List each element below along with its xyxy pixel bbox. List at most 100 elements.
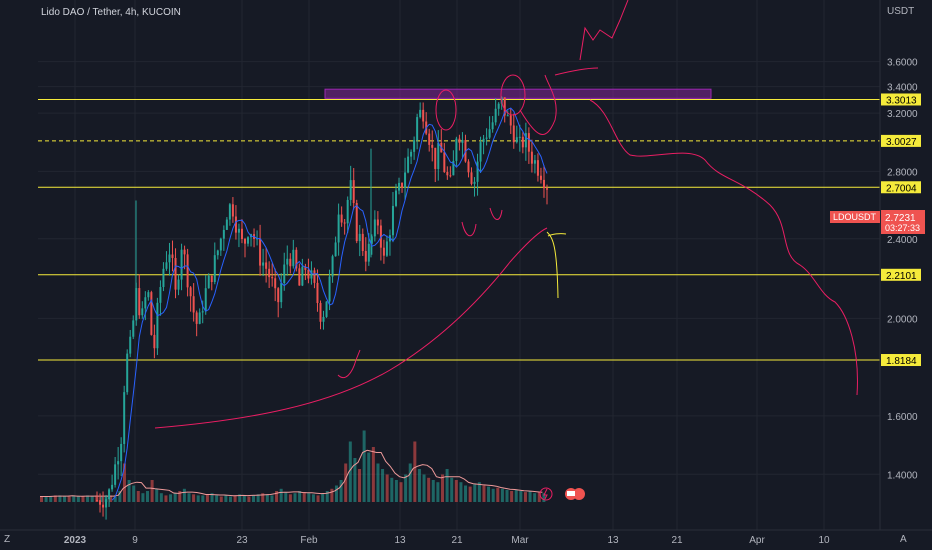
candle-body-76 <box>325 301 328 317</box>
volume-bar-72 <box>371 447 375 502</box>
candle-body-88 <box>361 233 364 252</box>
candle-body-145 <box>533 160 536 164</box>
countdown-text: 03:27:33 <box>885 223 920 233</box>
candle-body-103 <box>407 156 410 173</box>
candle-body-73 <box>316 282 319 303</box>
volume-bar-15 <box>109 495 113 502</box>
time-tick-7: 13 <box>607 535 619 546</box>
volume-bar-2 <box>49 496 53 502</box>
candle-body-38 <box>210 275 213 283</box>
price-axis[interactable]: 3.6000 3.4000 3.2000 2.8000 2.4000 2.0000 1.60… <box>887 58 918 482</box>
volume-bar-47 <box>256 494 260 502</box>
volume-bar-1 <box>44 496 48 502</box>
candle-body-6 <box>114 464 117 485</box>
volume-bar-93 <box>468 486 472 502</box>
candle-body-136 <box>506 115 509 117</box>
lightning-icon[interactable] <box>539 487 553 501</box>
volume-bar-33 <box>192 494 196 502</box>
volume-bar-28 <box>169 494 173 502</box>
candle-body-98 <box>391 205 394 236</box>
volume-bar-20 <box>132 485 136 502</box>
candle-body-90 <box>367 243 370 262</box>
time-tick-5: 21 <box>451 535 463 546</box>
candle-body-80 <box>337 214 340 243</box>
candle-body-106 <box>416 117 419 141</box>
volume-bar-13 <box>99 496 103 502</box>
candle-body-130 <box>488 129 491 138</box>
candle-body-83 <box>346 199 349 224</box>
last-price-tag: 2.7231 03:27:33 <box>881 210 925 234</box>
zoom-icon[interactable]: Z <box>4 534 10 545</box>
volume-bar-95 <box>477 482 481 502</box>
candle-body-102 <box>404 172 407 188</box>
candle-body-101 <box>401 182 404 188</box>
volume-bar-39 <box>219 496 223 502</box>
candle-body-66 <box>295 249 298 269</box>
candle-body-92 <box>373 219 376 237</box>
volume-bar-56 <box>298 491 302 502</box>
auto-scale-button[interactable]: A <box>900 534 907 545</box>
candle-body-117 <box>449 175 452 177</box>
volume-bar-51 <box>275 491 279 502</box>
level-tag-text-2: 2.7004 <box>886 183 917 194</box>
candle-body-111 <box>431 144 434 148</box>
candle-body-41 <box>219 238 222 251</box>
candle-body-62 <box>283 264 286 284</box>
volume-bar-75 <box>385 474 389 502</box>
price-tick-2: 3.2000 <box>887 109 918 120</box>
candle-body-70 <box>307 269 310 279</box>
earnings-flag-icon[interactable] <box>565 488 585 500</box>
candle-body-110 <box>428 133 431 145</box>
volume-bar-57 <box>302 492 306 502</box>
top-circle-1 <box>435 89 457 131</box>
candle-body-104 <box>410 151 413 157</box>
down-path-drawing <box>589 99 858 396</box>
volume-bar-41 <box>228 496 232 502</box>
candle-body-27 <box>177 279 180 290</box>
volume-bar-8 <box>76 496 80 502</box>
volume-bar-99 <box>496 487 500 502</box>
drawing-layer <box>154 0 858 429</box>
volume-bar-91 <box>459 482 463 502</box>
candle-body-58 <box>271 277 274 279</box>
candle-body-121 <box>461 140 464 143</box>
volume-bar-34 <box>196 495 200 502</box>
candle-body-71 <box>310 270 313 279</box>
volume-bar-102 <box>510 491 514 502</box>
candle-body-47 <box>237 228 240 233</box>
volume-bar-7 <box>72 495 76 502</box>
candle-body-141 <box>521 136 524 148</box>
candle-body-21 <box>159 287 162 303</box>
candle-body-84 <box>349 180 352 200</box>
candle-body-137 <box>509 115 512 126</box>
candle-body-12 <box>132 320 135 337</box>
volume-bar-5 <box>63 496 67 502</box>
candle-body-10 <box>126 353 129 393</box>
candle-body-131 <box>491 122 494 130</box>
volume-bar-11 <box>90 496 94 502</box>
candle-body-45 <box>231 204 234 217</box>
candle-body-112 <box>434 147 437 169</box>
candle-body-15 <box>141 308 144 316</box>
candle-body-67 <box>298 268 301 286</box>
candle-body-147 <box>539 175 542 180</box>
level-tag-0 <box>881 93 921 106</box>
price-tick-1: 3.4000 <box>887 83 918 94</box>
candle-body-148 <box>542 179 545 189</box>
volume-bar-108 <box>537 492 541 502</box>
volume-bar-89 <box>450 477 454 502</box>
candle-body-49 <box>243 239 246 244</box>
volume-bar-27 <box>164 495 168 502</box>
candle-body-48 <box>240 228 243 240</box>
volume-bar-53 <box>284 492 288 502</box>
candle-body-56 <box>265 262 268 269</box>
candle-body-18 <box>150 292 153 335</box>
time-axis[interactable]: 2023 9 23 Feb 13 21 Mar 13 21 Apr 10 <box>64 535 830 546</box>
time-tick-4: 13 <box>394 535 406 546</box>
candle-body-54 <box>259 238 262 266</box>
candle-body-3 <box>105 499 108 508</box>
moving-average-line <box>111 107 548 501</box>
volume-bar-76 <box>390 477 394 502</box>
